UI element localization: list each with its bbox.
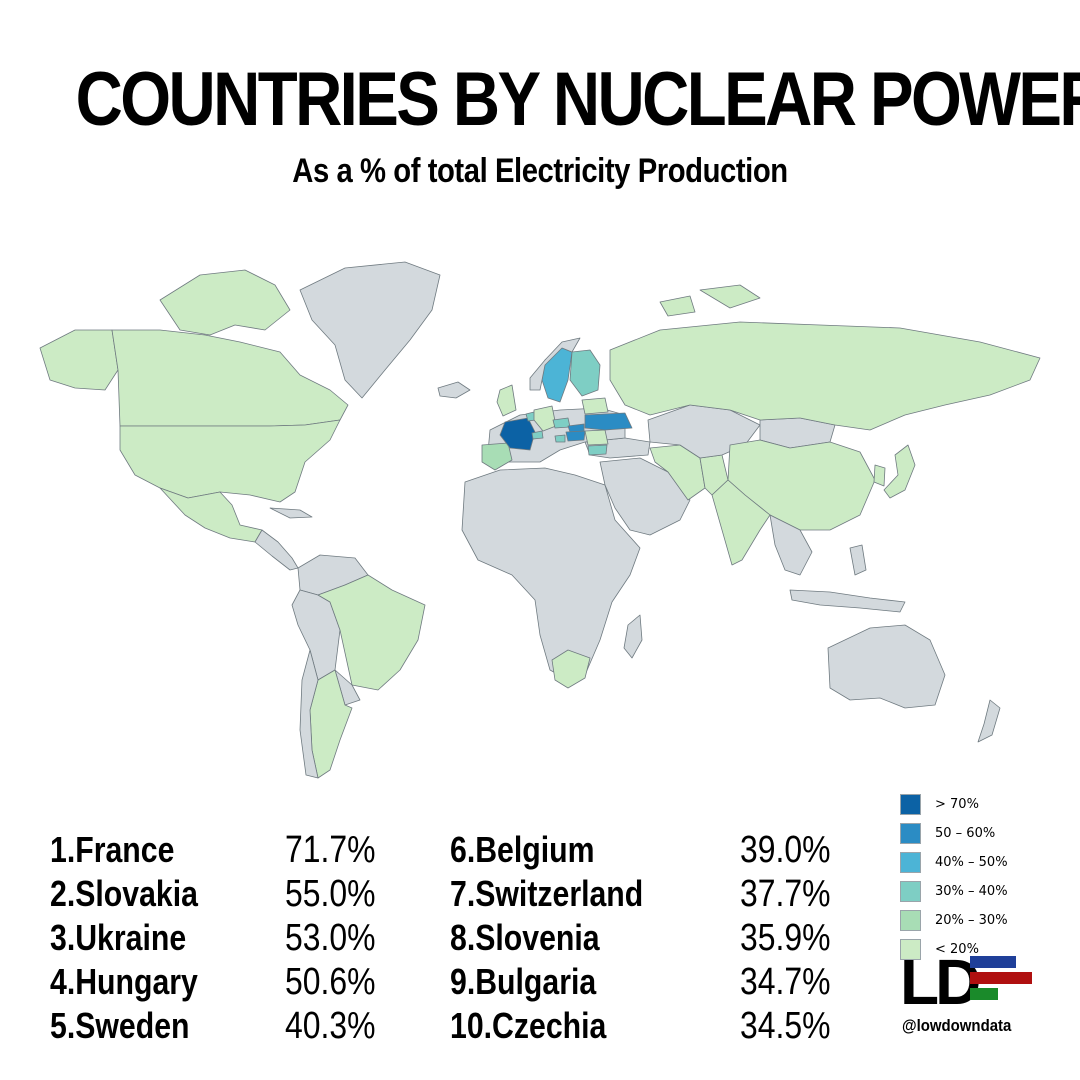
ranking-value: 40.3% — [285, 1005, 376, 1047]
ranking-value: 71.7% — [285, 829, 376, 871]
logo-bar-red — [970, 972, 1032, 984]
madagascar — [623, 614, 643, 659]
ranking-value: 50.6% — [285, 961, 376, 1003]
ranking-value: 55.0% — [285, 873, 376, 915]
new-zealand — [977, 699, 1001, 743]
greenland — [299, 261, 441, 399]
indonesia — [789, 544, 906, 613]
czechia — [552, 417, 571, 429]
logo-text: LD — [900, 946, 981, 1018]
ranking-country: 9.Bulgaria — [450, 961, 597, 1002]
japan — [883, 444, 916, 499]
belarus — [581, 397, 609, 415]
russia — [609, 321, 1041, 431]
bulgaria — [587, 444, 608, 456]
canada — [111, 329, 349, 427]
legend-item: 50 – 60% — [900, 819, 1050, 848]
norway — [529, 337, 581, 391]
iceland — [437, 381, 471, 399]
legend-swatch — [900, 794, 921, 815]
legend-label: 40% – 50% — [935, 855, 1008, 870]
south-africa — [551, 649, 591, 689]
ranking-country: 5.Sweden — [50, 1005, 190, 1046]
brazil — [317, 574, 426, 691]
ranking-country: 7.Switzerland — [450, 873, 644, 914]
canada-islands — [159, 269, 291, 336]
legend-swatch — [900, 823, 921, 844]
legend-swatch — [900, 881, 921, 902]
ranking-country: 1.France — [50, 829, 175, 870]
legend-label: 30% – 40% — [935, 884, 1008, 899]
alaska — [39, 329, 119, 391]
ranking-country: 6.Belgium — [450, 829, 595, 870]
legend-swatch — [900, 910, 921, 931]
logo-bar-blue — [970, 956, 1016, 968]
romania — [584, 429, 609, 446]
united-states — [119, 419, 341, 503]
ranking-value: 35.9% — [740, 917, 831, 959]
switzerland — [531, 430, 544, 440]
mexico — [159, 487, 263, 543]
ranking-value: 37.7% — [740, 873, 831, 915]
ranking-country: 3.Ukraine — [50, 917, 187, 958]
page-title: COUNTRIES BY NUCLEAR POWER — [75, 57, 1080, 142]
australia — [827, 624, 946, 709]
ukraine — [584, 412, 633, 431]
hungary — [565, 430, 586, 442]
india — [711, 479, 771, 566]
legend-label: > 70% — [935, 797, 979, 812]
logo-bar-green — [970, 988, 998, 1000]
slovenia — [554, 434, 566, 443]
legend-item: 30% – 40% — [900, 877, 1050, 906]
page-subtitle: As a % of total Electricity Production — [292, 152, 788, 190]
legend-item: 40% – 50% — [900, 848, 1050, 877]
legend-item: < 20% — [900, 935, 1050, 964]
ranking-value: 34.5% — [740, 1005, 831, 1047]
ranking-value: 34.7% — [740, 961, 831, 1003]
map-legend: > 70% 50 – 60% 40% – 50% 30% – 40% 20% – 30%… — [900, 790, 1050, 964]
ranking-country: 4.Hungary — [50, 961, 198, 1002]
legend-label: 50 – 60% — [935, 826, 996, 841]
ranking-country: 2.Slovakia — [50, 873, 198, 914]
ranking-country: 10.Czechia — [450, 1005, 607, 1046]
russia-islands — [659, 284, 761, 317]
lowdowndata-logo: LD @lowdowndata — [900, 950, 1040, 1050]
sweden — [541, 347, 573, 403]
legend-item: 20% – 30% — [900, 906, 1050, 935]
ranking-value: 39.0% — [740, 829, 831, 871]
ranking-country: 8.Slovenia — [450, 917, 600, 958]
legend-item: > 70% — [900, 790, 1050, 819]
world-map — [39, 261, 1041, 779]
legend-swatch — [900, 852, 921, 873]
southeast-asia — [769, 514, 813, 576]
germany — [533, 405, 557, 432]
ranking-value: 53.0% — [285, 917, 376, 959]
central-america — [254, 529, 299, 571]
africa — [461, 467, 641, 681]
united-kingdom — [496, 384, 517, 417]
spain — [481, 442, 513, 471]
chile — [299, 649, 319, 779]
logo-handle: @lowdowndata — [902, 1016, 1012, 1035]
legend-swatch — [900, 939, 921, 960]
finland — [569, 349, 601, 397]
legend-label: < 20% — [935, 942, 979, 957]
middle-east — [599, 457, 691, 536]
south-korea — [873, 464, 886, 487]
cuba — [269, 507, 313, 519]
legend-label: 20% – 30% — [935, 913, 1008, 928]
